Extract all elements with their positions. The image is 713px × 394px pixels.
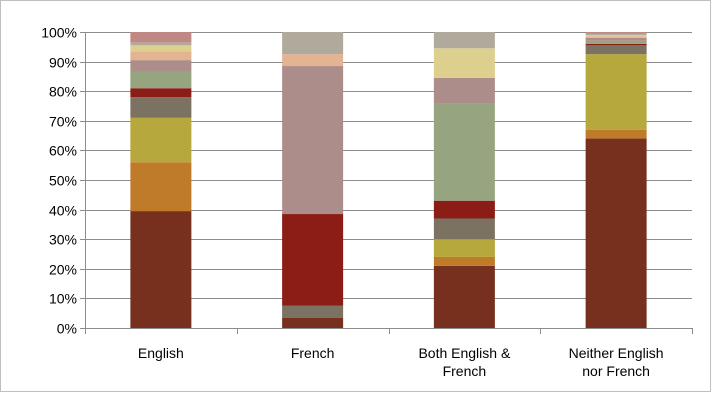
bar-segment xyxy=(585,138,647,328)
bar-segment xyxy=(130,60,192,72)
bar-segment xyxy=(433,239,495,257)
bar-segment xyxy=(282,66,344,215)
bar-segment xyxy=(130,71,192,89)
y-tick-label: 10% xyxy=(49,291,77,307)
bar-segment xyxy=(585,36,647,38)
bar-segment xyxy=(585,129,647,139)
category-labels: English French Both English & French Neither… xyxy=(138,345,664,379)
bar-segment xyxy=(585,43,647,46)
bars xyxy=(130,32,647,328)
bar-segment xyxy=(433,77,495,104)
y-tick-label: 50% xyxy=(49,173,77,189)
bar-segment xyxy=(433,200,495,219)
y-tick-label: 20% xyxy=(49,262,77,278)
bar-segment xyxy=(433,256,495,266)
bar-segment xyxy=(433,32,495,49)
bar-segment xyxy=(130,45,192,52)
category-label: French xyxy=(291,345,335,361)
bar-segment xyxy=(585,45,647,55)
y-tick-label: 30% xyxy=(49,232,77,248)
category-label: Both English & French xyxy=(418,345,510,379)
bar-segment xyxy=(585,32,647,34)
bar-segment xyxy=(282,317,344,328)
bar-segment xyxy=(130,117,192,163)
bar-segment xyxy=(433,265,495,328)
bar-segment xyxy=(130,88,192,98)
bar-segment xyxy=(130,211,192,328)
y-tick-label: 90% xyxy=(49,55,77,71)
bar-segment xyxy=(433,48,495,78)
bar-segment xyxy=(130,32,192,43)
bar-segment xyxy=(130,162,192,212)
y-tick-label: 100% xyxy=(41,25,77,41)
y-tick-label: 40% xyxy=(49,203,77,219)
bar-segment xyxy=(130,97,192,118)
bar-segment xyxy=(282,214,344,306)
bar-segment xyxy=(282,305,344,318)
bar-segment xyxy=(433,103,495,201)
bar-segment xyxy=(585,33,647,35)
axes xyxy=(80,32,693,334)
bar-segment xyxy=(585,34,647,37)
bar-segment xyxy=(433,218,495,240)
bar-segment xyxy=(130,42,192,46)
y-tick-label: 70% xyxy=(49,114,77,130)
y-tick-label: 0% xyxy=(57,321,77,337)
y-tick-labels: 0% 10% 20% 30% 40% 50% 60% 70% 80% 90% 100% xyxy=(41,25,77,337)
y-tick-label: 80% xyxy=(49,84,77,100)
bar-segment xyxy=(282,32,344,55)
bar-segment xyxy=(282,54,344,67)
category-label: English xyxy=(138,345,184,361)
bar-segment xyxy=(130,51,192,61)
bar-segment xyxy=(585,37,647,41)
bar-segment xyxy=(585,40,647,44)
y-tick-label: 60% xyxy=(49,143,77,159)
category-label: Neither English nor French xyxy=(569,345,664,379)
bar-segment xyxy=(585,54,647,130)
